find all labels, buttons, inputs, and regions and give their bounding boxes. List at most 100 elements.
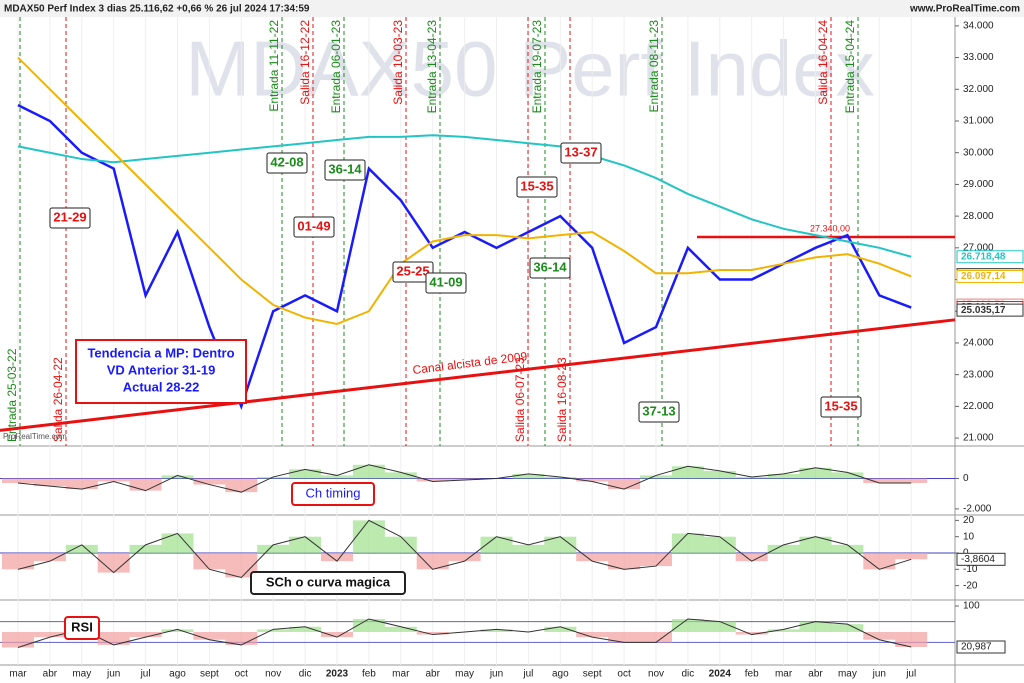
indicator-line bbox=[17, 464, 912, 493]
channel-line bbox=[0, 318, 956, 432]
x-tick-label: oct bbox=[617, 669, 631, 680]
indicator-bar bbox=[608, 553, 641, 570]
price-line bbox=[17, 56, 912, 325]
indicator-bar bbox=[480, 536, 513, 554]
y-tick-label: 27.000 bbox=[963, 242, 994, 253]
indicator-bar bbox=[225, 631, 258, 645]
annotation-text: Ch timing bbox=[306, 485, 361, 500]
price-tag-label: 26.097,14 bbox=[961, 271, 1006, 282]
indicator-bar bbox=[416, 553, 449, 570]
indicator-bar bbox=[257, 476, 290, 479]
annotation-box bbox=[516, 176, 558, 198]
annotation-box bbox=[324, 159, 366, 181]
indicator-bar bbox=[671, 533, 704, 554]
header-site: www.ProRealTime.com bbox=[909, 4, 1020, 15]
indicator-bar bbox=[671, 618, 704, 632]
annotation-box bbox=[266, 152, 308, 174]
panel-frames bbox=[0, 17, 1024, 683]
indicator-bar bbox=[193, 631, 226, 640]
indicator-bar bbox=[608, 478, 641, 490]
indicator-bar bbox=[225, 478, 258, 493]
indicator-bar bbox=[321, 475, 353, 479]
indicator-bar bbox=[384, 536, 417, 554]
header-title: MDAX50 Perf Index 3 dias 25.116,62 +0,66… bbox=[4, 4, 310, 15]
credit: ProRealTime.com bbox=[3, 432, 67, 441]
info-text: Tendencia a MP: Dentro bbox=[87, 345, 234, 360]
x-tick-label: feb bbox=[745, 669, 759, 680]
indicator-bar bbox=[65, 544, 98, 554]
watermark: MDAX50 Perf Index bbox=[185, 25, 874, 113]
annotation-box bbox=[293, 216, 335, 238]
indicator-bar bbox=[735, 631, 768, 635]
indicator-bar bbox=[33, 478, 66, 487]
indicator-bar bbox=[831, 472, 864, 479]
indicator-bar bbox=[416, 631, 449, 635]
indicator-bar bbox=[352, 520, 385, 554]
x-tick-label: jun bbox=[106, 669, 120, 680]
indicator-bar bbox=[767, 544, 800, 554]
indicator-bar bbox=[576, 478, 609, 482]
signal-label: Salida 26-04-22 bbox=[51, 357, 65, 442]
indicator-bar bbox=[608, 631, 641, 643]
indicator-bar bbox=[2, 478, 34, 484]
indicator-bar bbox=[831, 544, 864, 554]
x-tick-label: abr bbox=[808, 669, 823, 680]
y-tick-label: 20 bbox=[963, 515, 975, 526]
indicator-bar bbox=[193, 478, 226, 485]
indicator-bar bbox=[33, 553, 66, 562]
annotation-box bbox=[49, 207, 91, 229]
y-tick-label: -2.000 bbox=[963, 504, 992, 515]
price-tag bbox=[956, 269, 1024, 283]
annotation-box bbox=[529, 257, 571, 279]
indicator-bar bbox=[512, 473, 545, 479]
indicator-line bbox=[17, 618, 912, 648]
x-tick-label: ago bbox=[169, 669, 186, 680]
annotation-text: 25-25 bbox=[396, 263, 429, 278]
indicator-bar bbox=[735, 476, 768, 479]
x-tick-label: 2024 bbox=[709, 669, 732, 680]
indicator-bar bbox=[735, 553, 768, 562]
value-tag-label: 20,987 bbox=[961, 642, 992, 653]
annotation-box bbox=[820, 396, 862, 418]
indicator-bar bbox=[863, 631, 896, 640]
annotation-text: RSI bbox=[71, 619, 93, 634]
annotation-text: 42-08 bbox=[270, 154, 303, 169]
y-tick-label: 32.000 bbox=[963, 84, 994, 95]
indicator-bar bbox=[289, 536, 322, 554]
x-tick-label: nov bbox=[648, 669, 664, 680]
indicator-bar bbox=[799, 467, 832, 479]
info-text: VD Anterior 31-19 bbox=[107, 362, 216, 377]
y-tick-label: 33.000 bbox=[963, 52, 994, 63]
indicator-bar bbox=[129, 544, 162, 554]
value-tag bbox=[956, 640, 1006, 654]
indicator-bar bbox=[767, 473, 800, 479]
info-box bbox=[75, 339, 247, 404]
annotation-text: 36-14 bbox=[328, 161, 362, 176]
annotation-text: 37-13 bbox=[642, 403, 675, 418]
price-line bbox=[17, 104, 912, 410]
indicator-bar bbox=[863, 553, 896, 570]
indicator-bar bbox=[544, 476, 577, 479]
indicator-bar bbox=[352, 618, 385, 632]
annotation-text: 13-37 bbox=[564, 144, 597, 159]
signal-label: Entrada 15-04-24 bbox=[843, 20, 857, 114]
indicator-bar bbox=[576, 553, 609, 562]
signal-label: Entrada 11-11-22 bbox=[267, 20, 281, 112]
indicator-bar bbox=[895, 631, 928, 648]
x-tick-label: 2023 bbox=[326, 669, 349, 680]
indicator-bar bbox=[544, 626, 577, 632]
indicator-bar bbox=[384, 472, 417, 479]
annotation-text: 15-35 bbox=[824, 398, 857, 413]
price-line bbox=[17, 134, 912, 258]
indicator-bar bbox=[767, 629, 800, 632]
indicator-bar bbox=[703, 536, 736, 554]
signal-label: Salida 16-04-24 bbox=[816, 20, 830, 105]
indicator-bar bbox=[703, 470, 736, 479]
indicator-bar bbox=[799, 621, 832, 632]
x-tick-label: oct bbox=[235, 669, 249, 680]
y-tick-label: 34.000 bbox=[963, 21, 994, 32]
x-tick-label: jun bbox=[489, 669, 503, 680]
annotation-box bbox=[64, 616, 100, 640]
indicator-bar bbox=[321, 553, 353, 562]
